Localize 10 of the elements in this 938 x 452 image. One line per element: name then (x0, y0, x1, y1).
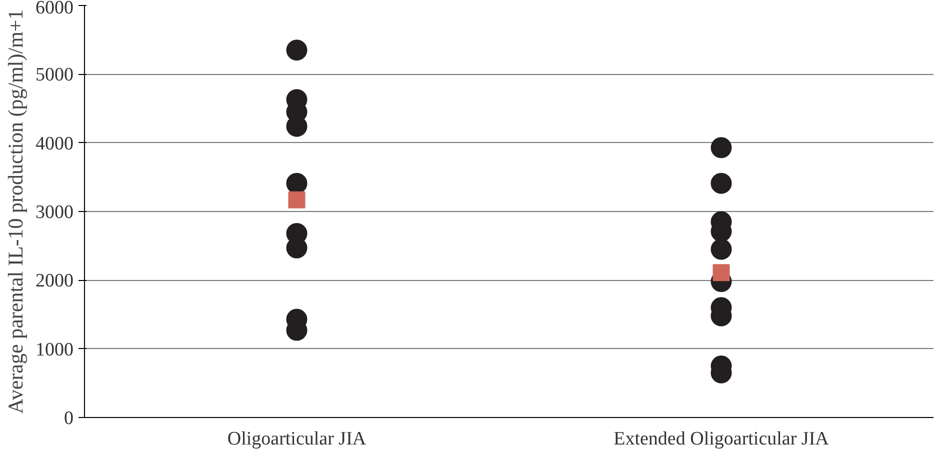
x-tick-label: Oligoarticular JIA (227, 428, 366, 450)
y-tick-label: 6000 (36, 0, 74, 18)
x-tick-label: Extended Oligoarticular JIA (614, 428, 830, 450)
y-tick-label: 0 (64, 408, 74, 429)
y-tick-label: 2000 (36, 270, 74, 292)
y-tick-label: 3000 (36, 202, 74, 223)
y-tick-label: 1000 (36, 339, 74, 360)
y-tick-label: 4000 (36, 133, 74, 154)
y-tick-label: 5000 (36, 64, 74, 86)
y-axis-title: Average parental IL-10 production (pg/ml)/m+1 (4, 9, 28, 414)
